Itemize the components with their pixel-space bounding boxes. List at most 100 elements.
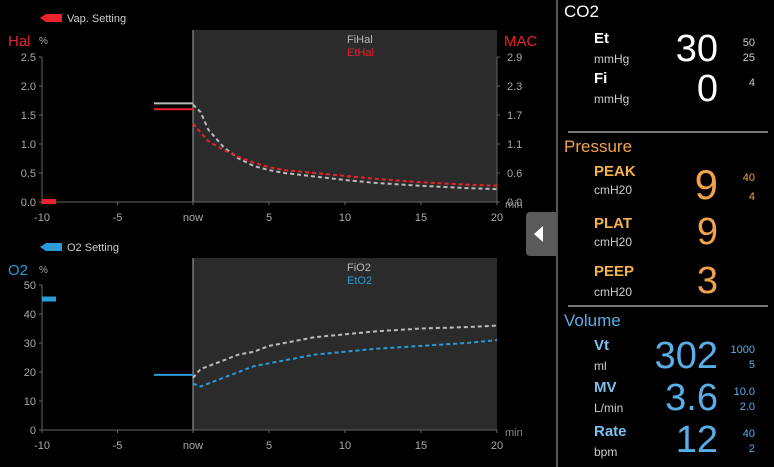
fi-co2-value: 0 [696,68,718,110]
hal-setting-label: Vap. Setting [67,13,126,25]
hal-x-tick: 5 [266,212,272,224]
hal-y-right-tick: 2.3 [507,81,522,93]
o2-x-tick: now [183,440,203,452]
peep-value: 3 [696,260,718,302]
o2-y-tick: 50 [24,280,36,292]
o2-y-tick: 10 [24,396,36,408]
fi-co2-high-limit: 4 [748,77,755,89]
hal-x-tick: 20 [491,212,503,224]
pressure-section: Pressure PEAK cmH20 9 40 4 PLAT cmH20 9 … [560,135,774,305]
hal-y-tick: 1.5 [21,110,36,122]
hal-unit-label: % [39,36,48,47]
o2-series-FiO2 [192,324,498,379]
trend-plots: Vap. Setting Hal% MAC 2.5 2.0 1.5 1.0 0.5 0.0 2.9… [8,13,538,452]
hal-right-axis-label: MAC [504,33,538,50]
o2-setting-marker [42,296,56,302]
rate-unit: bpm [594,445,618,459]
vt-label: Vt [594,337,609,354]
o2-x-unit: min [505,427,523,439]
o2-x-tick: 15 [415,440,427,452]
o2-unit-label: % [39,265,48,276]
vt-low-limit: 5 [748,359,755,371]
vt-high-limit: 1000 [730,344,755,356]
peak-high-limit: 40 [742,172,755,184]
o2-y-tick: 40 [24,309,36,321]
hal-x-tick: now [183,212,203,224]
mv-label: MV [594,379,617,396]
hal-x-unit: min [505,199,523,211]
mv-unit: L/min [594,401,624,415]
o2-legend-et: EtO2 [347,275,372,287]
co2-title: CO2 [564,2,599,21]
et-co2-high-limit: 50 [742,37,755,49]
peak-value: 9 [694,161,718,208]
et-co2-value: 30 [675,28,718,70]
o2-y-tick: 20 [24,367,36,379]
o2-x-tick: 5 [266,440,272,452]
hal-series-FiHal [192,103,498,191]
hal-y-right-tick: 0.6 [507,168,522,180]
hal-future-area [193,30,497,202]
hal-setting-pointer [40,14,62,22]
o2-setting-label: O2 Setting [67,242,119,254]
o2-y-tick: 0 [30,425,36,437]
pressure-title: Pressure [564,137,633,156]
hal-legend-fi: FiHal [347,34,373,46]
hal-x-tick: 10 [339,212,351,224]
hal-y-tick: 1.0 [21,139,36,151]
mv-low-limit: 2.0 [739,401,755,413]
hal-legend-et: EtHal [347,47,374,59]
vt-value: 302 [654,335,718,377]
o2-legend-fi: FiO2 [347,262,371,274]
hal-agent-label: Hal [8,33,31,50]
o2-series-EtO2 [192,339,498,388]
o2-x-tick: 20 [491,440,503,452]
o2-y-tick: 30 [24,338,36,350]
o2-future-area [193,258,497,430]
mv-high-limit: 10.0 [733,386,755,398]
fi-co2-label: Fi [594,70,608,87]
et-co2-low-limit: 25 [742,52,755,64]
o2-x-tick: -10 [34,440,50,452]
hal-series-EtHal [192,123,498,187]
chevron-left-icon [534,226,543,242]
collapse-panel-button[interactable] [526,212,556,256]
rate-value: 12 [675,419,718,461]
rate-low-limit: 2 [748,443,755,455]
hal-y-right-tick: 0.0 [507,197,522,209]
plat-value: 9 [696,211,718,253]
hal-setting-marker [42,199,56,204]
o2-x-tick: 10 [339,440,351,452]
hal-y-right-tick: 2.9 [507,52,522,64]
rate-high-limit: 40 [742,428,755,440]
hal-y-tick: 2.0 [21,81,36,93]
hal-x-tick: -5 [113,212,123,224]
hal-y-tick: 0.5 [21,168,36,180]
pressure-separator [568,305,768,307]
peak-low-limit: 4 [748,191,755,203]
vt-unit: ml [594,359,607,373]
o2-x-tick: -5 [113,440,123,452]
rate-label: Rate [594,423,627,440]
fi-co2-unit: mmHg [594,92,630,106]
volume-title: Volume [564,311,621,330]
peep-label: PEEP [594,263,635,280]
hal-x-tick: 15 [415,212,427,224]
et-co2-unit: mmHg [594,52,630,66]
volume-section: Volume Vt ml 302 1000 5 MV L/min 3.6 10.… [560,309,774,467]
plat-unit: cmH20 [594,235,633,249]
peak-unit: cmH20 [594,183,633,197]
hal-y-tick: 0.0 [21,197,36,209]
peak-label: PEAK [594,163,636,180]
o2-agent-label: O2 [8,262,28,279]
mv-value: 3.6 [665,377,718,419]
co2-section: CO2 Et mmHg 30 50 25 Fi mmHg 0 4 [560,0,774,130]
plat-label: PLAT [594,215,633,232]
hal-y-right-tick: 1.1 [507,139,522,151]
hal-y-tick: 2.5 [21,52,36,64]
peep-unit: cmH20 [594,285,633,299]
hal-y-right-tick: 1.7 [507,110,522,122]
co2-separator [568,131,768,133]
et-co2-label: Et [594,30,609,47]
panel-divider [556,0,558,467]
